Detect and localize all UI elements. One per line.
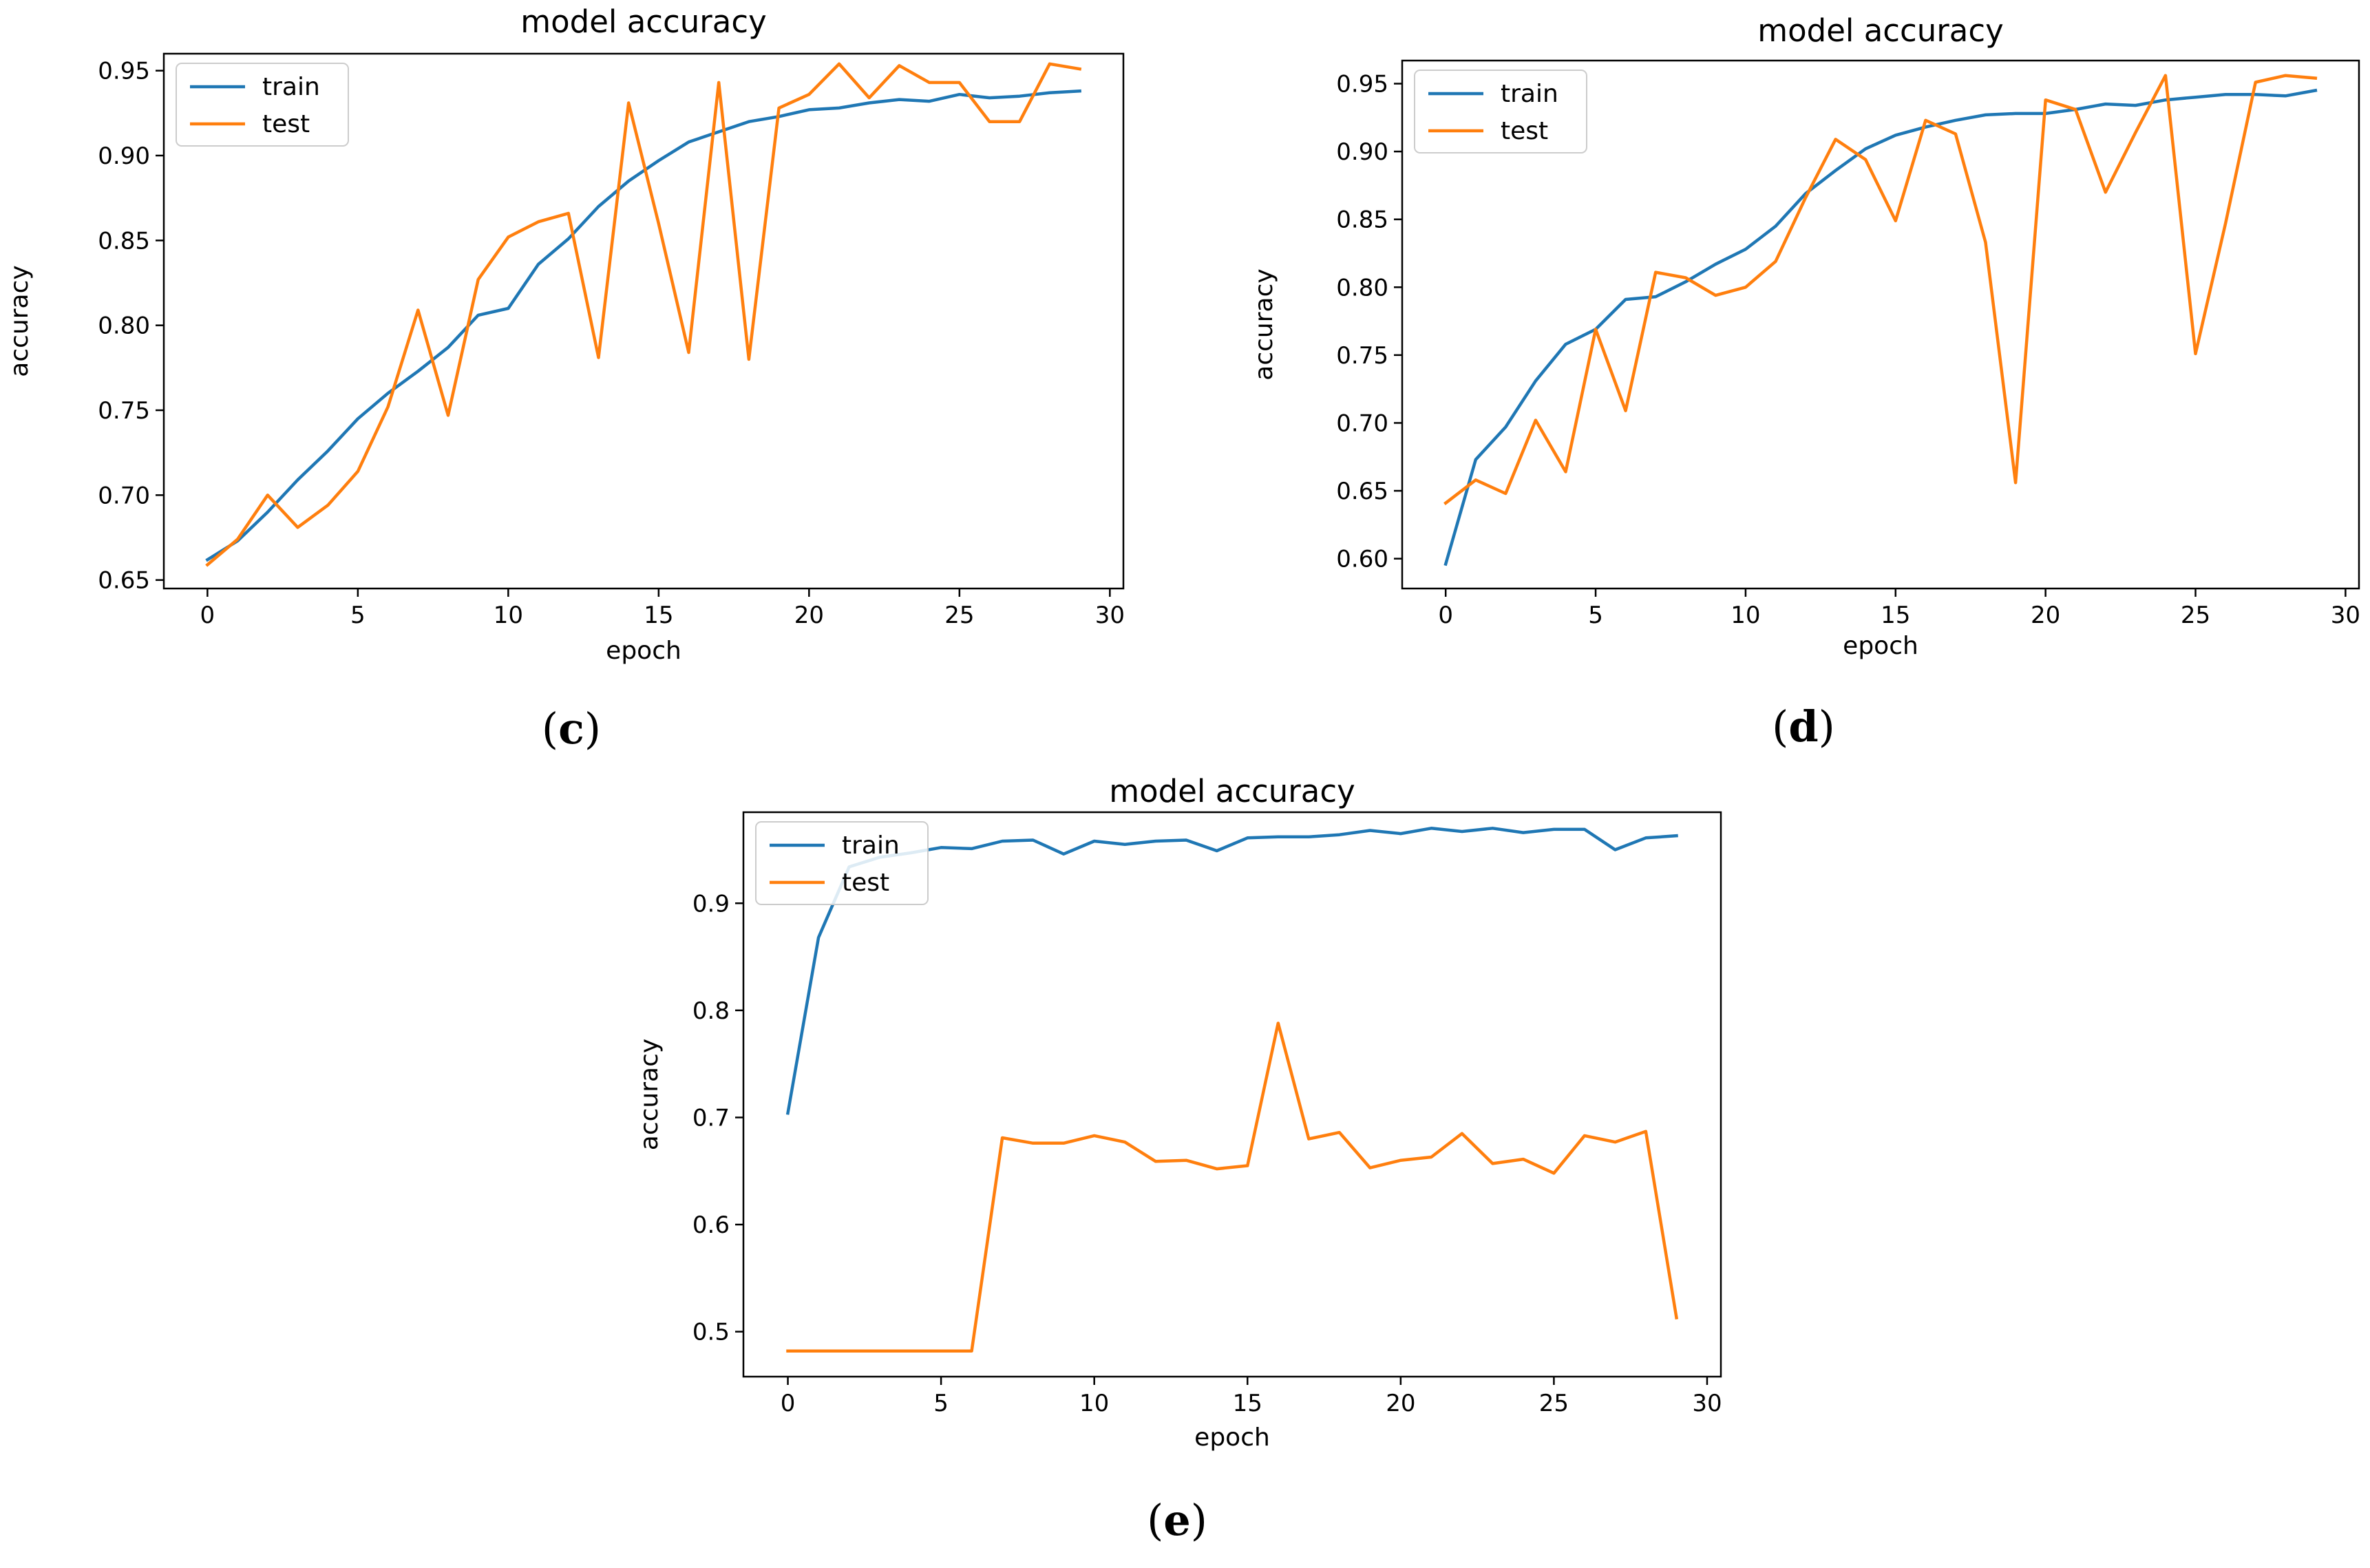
axes-frame [742,811,1722,1378]
legend: train test [755,821,929,905]
caption-close-paren: ) [1819,701,1835,752]
panel-caption: (e) [1147,1495,1207,1545]
x-tick-label: 5 [933,1390,949,1417]
y-tick-label: 0.65 [1336,478,1388,505]
legend-label-train: train [1501,80,1558,108]
y-tick-label: 0.80 [1336,274,1388,301]
legend-label-train: train [842,831,900,860]
legend: train test [176,63,349,147]
legend-label-test: test [1501,117,1548,145]
caption-letter: e [1163,1495,1190,1545]
x-tick-label: 15 [644,602,673,629]
x-tick-label: 0 [781,1390,796,1417]
legend-label-train: train [262,73,320,101]
chart-title: model accuracy [1757,12,2003,49]
legend-label-test: test [262,110,310,138]
x-tick-label: 5 [1588,602,1603,629]
caption-open-paren: ( [1772,701,1788,752]
y-tick-label: 0.65 [98,567,150,595]
y-tick-label: 0.90 [1336,138,1388,166]
chart-e: model accuracy 0.5 0.6 0.7 0.8 0.9 0 5 10 15 20 25 3… [635,773,1722,1545]
y-tick-label: 0.95 [98,58,150,85]
chart-title: model accuracy [1109,773,1355,809]
y-tick-label: 0.70 [1336,410,1388,437]
chart-c: model accuracy 0.65 0.70 0.75 0.80 0.85 0.90 0.… [6,3,1125,754]
series-line-train [1443,88,2318,566]
y-tick-label: 0.95 [1336,71,1388,98]
x-tick-label: 30 [1095,602,1125,629]
panel-caption: (d) [1772,701,1835,752]
x-tick-label: 0 [1438,602,1453,629]
series-line-train [785,827,1678,1115]
y-tick-label: 0.5 [692,1319,730,1346]
x-tick-label: 5 [350,602,366,629]
x-tick-label: 30 [1692,1390,1722,1417]
series-line-test [786,1021,1679,1353]
axes-frame [1401,59,2360,590]
caption-close-paren: ) [584,703,601,754]
x-tick-label: 20 [2031,602,2060,629]
chart-d: model accuracy 0.60 0.65 0.70 0.75 0.80 0.85 0.… [1250,12,2360,752]
y-axis-label: accuracy [6,265,34,377]
y-tick-label: 0.9 [692,890,730,918]
legend: train test [1414,70,1587,153]
x-tick-label: 25 [1539,1390,1569,1417]
x-tick-label: 10 [1731,602,1760,629]
y-tick-label: 0.8 [692,997,730,1025]
series-line-train [205,89,1081,562]
caption-open-paren: ( [1147,1495,1163,1545]
axes-frame [162,52,1125,590]
x-tick-label: 10 [494,602,523,629]
y-tick-label: 0.60 [1336,546,1388,573]
x-axis-label: epoch [1843,632,1918,660]
y-tick-label: 0.90 [98,142,150,170]
x-axis-label: epoch [606,637,681,665]
x-tick-label: 15 [1233,1390,1262,1417]
y-tick-label: 0.6 [692,1211,730,1239]
x-axis-label: epoch [1194,1423,1270,1452]
x-tick-label: 20 [1386,1390,1415,1417]
x-tick-label: 25 [2181,602,2210,629]
x-tick-label: 25 [944,602,974,629]
chart-title: model accuracy [520,3,766,40]
y-tick-label: 0.70 [98,482,150,509]
x-tick-label: 0 [200,602,215,629]
x-tick-label: 10 [1079,1390,1109,1417]
caption-letter: c [558,703,584,754]
x-tick-label: 15 [1881,602,1910,629]
y-tick-label: 0.80 [98,312,150,340]
legend-label-test: test [842,869,889,897]
caption-close-paren: ) [1191,1495,1207,1545]
panel-caption: (c) [542,703,601,754]
caption-letter: d [1788,701,1818,752]
y-tick-label: 0.75 [98,397,150,425]
series-line-test [205,62,1082,567]
y-tick-label: 0.75 [1336,342,1388,370]
y-axis-label: accuracy [635,1039,664,1150]
x-tick-label: 30 [2331,602,2360,629]
x-tick-label: 20 [794,602,824,629]
y-axis-label: accuracy [1250,268,1278,380]
caption-open-paren: ( [542,703,558,754]
y-tick-label: 0.85 [98,227,150,255]
series-line-test [1443,74,2318,505]
y-tick-label: 0.7 [692,1104,730,1132]
y-tick-label: 0.85 [1336,206,1388,234]
